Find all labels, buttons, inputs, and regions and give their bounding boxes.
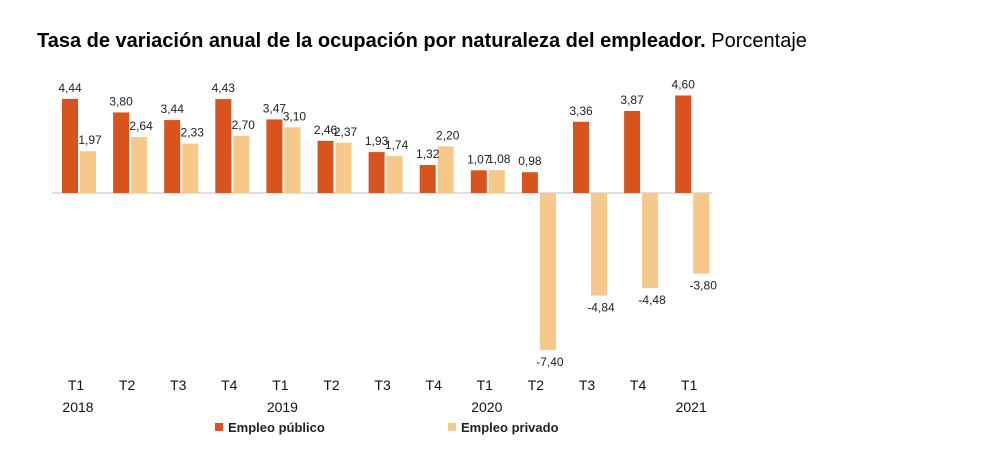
data-label-privado: 1,08 bbox=[487, 152, 511, 166]
data-label-privado: 1,97 bbox=[78, 133, 102, 147]
legend-swatch-privado bbox=[448, 423, 456, 431]
bar-empleo-publico bbox=[215, 99, 232, 193]
x-tick-label: T4 bbox=[630, 377, 647, 393]
data-label-publico: 3,44 bbox=[161, 102, 185, 116]
x-year-label: 2019 bbox=[267, 399, 298, 415]
bar-empleo-publico bbox=[317, 140, 334, 193]
data-label-privado: -3,80 bbox=[690, 279, 718, 293]
x-tick-label: T4 bbox=[426, 377, 443, 393]
chart-title-unit: Porcentaje bbox=[711, 30, 807, 52]
bar-empleo-publico bbox=[573, 121, 589, 193]
data-label-privado: -4,48 bbox=[638, 293, 666, 307]
bar-empleo-publico bbox=[419, 165, 436, 193]
bar-empleo-privado bbox=[539, 193, 556, 350]
x-tick-label: T1 bbox=[272, 377, 289, 393]
data-label-privado: -7,40 bbox=[536, 355, 564, 369]
x-tick-label: T3 bbox=[374, 377, 391, 393]
data-label-privado: 2,37 bbox=[334, 125, 358, 139]
data-label-privado: 1,74 bbox=[385, 138, 409, 152]
legend-label-privado: Empleo privado bbox=[461, 420, 559, 435]
data-label-publico: 4,60 bbox=[672, 77, 696, 91]
data-label-publico: 3,87 bbox=[620, 93, 644, 107]
data-label-publico: 3,36 bbox=[569, 104, 593, 118]
x-tick-label: T2 bbox=[119, 377, 136, 393]
data-label-publico: 4,43 bbox=[212, 81, 236, 95]
bar-empleo-privado bbox=[386, 156, 403, 193]
chart-title-bold: Tasa de variación anual de la ocupación … bbox=[37, 30, 706, 52]
x-tick-label: T4 bbox=[221, 377, 238, 393]
bar-empleo-privado bbox=[80, 151, 96, 193]
bar-empleo-privado bbox=[488, 170, 505, 193]
x-tick-label: T3 bbox=[579, 377, 596, 393]
data-label-privado: 3,10 bbox=[283, 109, 307, 123]
bar-empleo-privado bbox=[642, 193, 659, 288]
bar-empleo-privado bbox=[591, 193, 607, 296]
bar-empleo-privado bbox=[233, 135, 250, 193]
bar-empleo-publico bbox=[470, 170, 487, 193]
x-tick-label: T1 bbox=[68, 377, 85, 393]
data-label-publico: 3,47 bbox=[263, 101, 287, 115]
data-label-publico: 1,07 bbox=[467, 152, 491, 166]
data-label-privado: 2,64 bbox=[129, 119, 153, 133]
data-label-privado: 2,20 bbox=[436, 128, 460, 142]
x-tick-label: T1 bbox=[477, 377, 494, 393]
bar-empleo-privado bbox=[182, 143, 199, 193]
bar-empleo-publico bbox=[521, 172, 538, 193]
chart-title: Tasa de variación anual de la ocupación … bbox=[37, 30, 807, 53]
x-year-label: 2018 bbox=[62, 399, 93, 415]
x-tick-label: T2 bbox=[528, 377, 545, 393]
data-label-privado: -4,84 bbox=[587, 301, 615, 315]
data-label-publico: 1,93 bbox=[365, 134, 389, 148]
data-label-publico: 1,32 bbox=[416, 147, 440, 161]
bar-empleo-privado bbox=[437, 146, 454, 193]
bar-empleo-publico bbox=[113, 112, 130, 193]
bar-empleo-publico bbox=[675, 95, 692, 193]
x-year-label: 2021 bbox=[676, 399, 707, 415]
bar-empleo-privado bbox=[131, 137, 148, 193]
x-tick-label: T1 bbox=[681, 377, 698, 393]
data-label-publico: 0,98 bbox=[518, 154, 542, 168]
x-year-label: 2020 bbox=[471, 399, 502, 415]
bar-empleo-privado bbox=[693, 193, 710, 274]
bar-empleo-publico bbox=[624, 110, 641, 193]
data-label-publico: 4,44 bbox=[58, 81, 82, 95]
data-label-publico: 2,46 bbox=[314, 123, 338, 137]
data-label-privado: 2,70 bbox=[232, 118, 256, 132]
legend-swatch-publico bbox=[215, 423, 223, 431]
data-label-privado: 2,33 bbox=[181, 126, 205, 140]
legend-label-publico: Empleo público bbox=[228, 420, 325, 435]
bar-empleo-publico bbox=[368, 152, 385, 193]
bar-empleo-publico bbox=[266, 119, 283, 193]
x-tick-label: T2 bbox=[323, 377, 340, 393]
bar-empleo-publico bbox=[164, 120, 181, 193]
x-tick-label: T3 bbox=[170, 377, 187, 393]
bar-empleo-publico bbox=[62, 98, 78, 193]
bar-empleo-privado bbox=[335, 142, 352, 193]
bar-empleo-privado bbox=[284, 127, 301, 193]
data-label-publico: 3,80 bbox=[109, 94, 133, 108]
